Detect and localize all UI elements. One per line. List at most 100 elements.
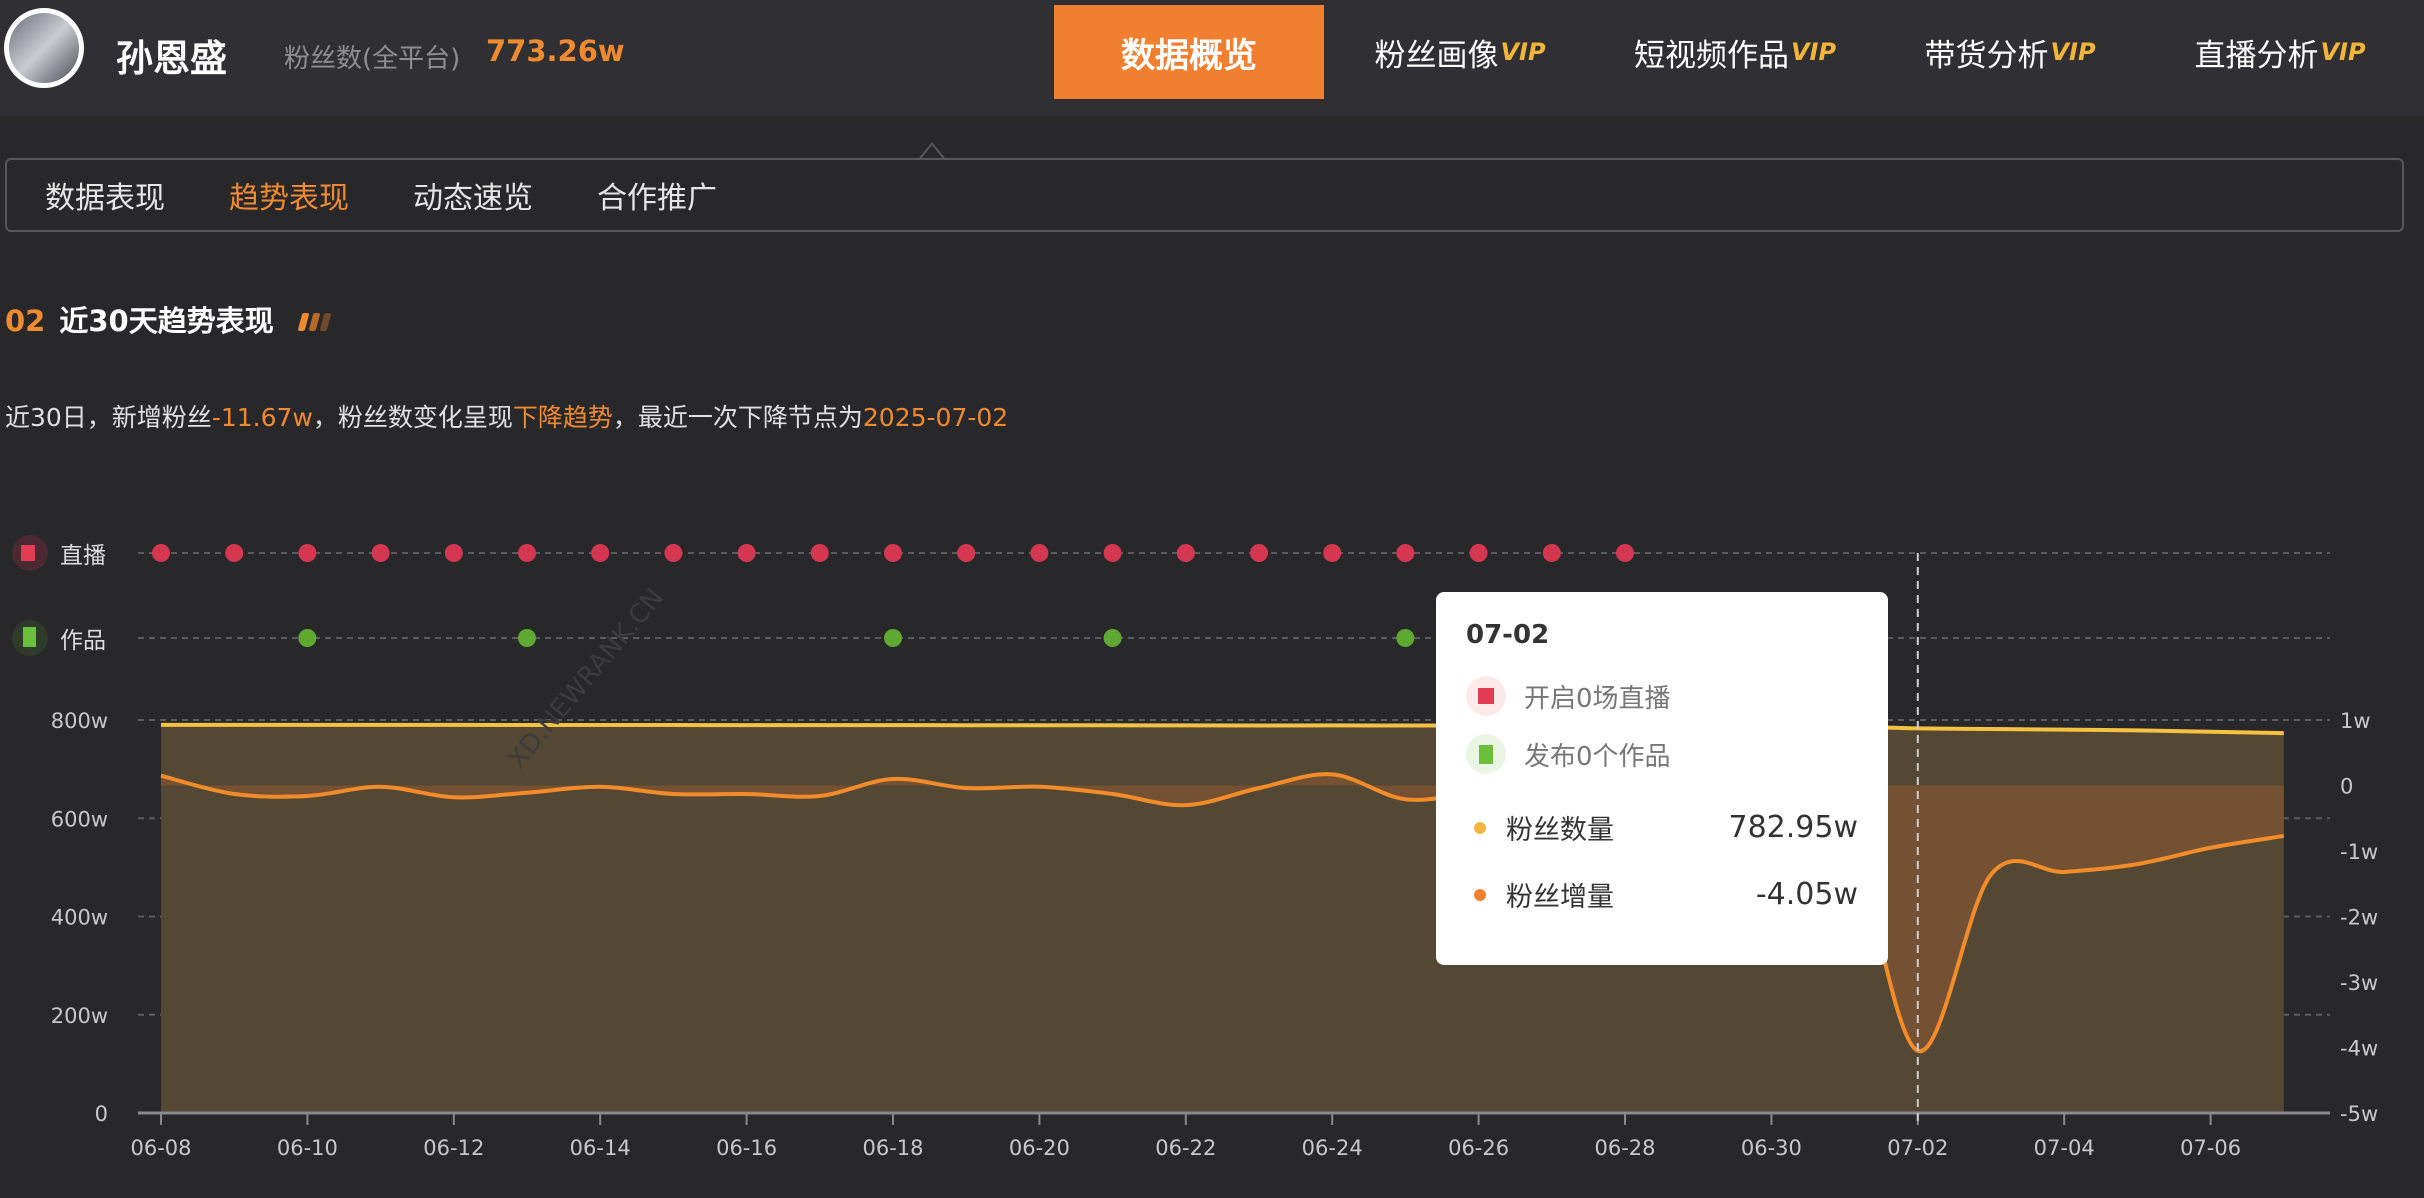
right-axis-tick: -3w [2340, 971, 2378, 995]
right-axis-tick: -4w [2340, 1037, 2378, 1061]
x-axis-tick-label: 06-12 [423, 1136, 484, 1160]
x-axis-tick-label: 06-16 [716, 1136, 777, 1160]
summary-text: 近30日，新增粉丝 [5, 403, 212, 432]
live-dot [664, 544, 683, 562]
vip-badge: VIP [2050, 38, 2096, 66]
works-row-label: 作品 [60, 628, 106, 654]
active-tab-caret [918, 142, 946, 160]
trend-summary: 近30日，新增粉丝-11.67w，粉丝数变化呈现下降趋势，最近一次下降节点为20… [5, 398, 1008, 434]
works-dot [298, 629, 317, 647]
subtab-data-performance[interactable]: 数据表现 [45, 181, 165, 216]
tooltip-live: 开启0场直播 [1524, 683, 1671, 714]
live-dot [1176, 544, 1195, 562]
nav-short-video[interactable]: 短视频作品 VIP [1600, 5, 1870, 99]
works-dot [884, 629, 902, 647]
right-axis-tick: -5w [2340, 1102, 2378, 1126]
avatar[interactable] [4, 8, 84, 88]
gain-area [161, 774, 2284, 1052]
right-axis-tick: 0 [2340, 775, 2353, 799]
x-axis-tick-label: 06-10 [277, 1136, 338, 1160]
live-dot [737, 544, 756, 562]
live-dot [1542, 544, 1561, 562]
summary-trend: 下降趋势 [512, 403, 613, 432]
summary-text: ，最近一次下降节点为 [612, 403, 863, 432]
live-dot [810, 544, 829, 562]
subtabs: 数据表现 趋势表现 动态速览 合作推广 [5, 158, 2404, 232]
subtab-trend[interactable]: 趋势表现 [229, 181, 349, 216]
header: 孙恩盛 粉丝数(全平台) 773.26w 数据概览 粉丝画像 VIP 短视频作品 V… [0, 0, 2424, 116]
works-dot [518, 629, 536, 647]
left-axis-tick: 400w [51, 906, 108, 930]
chart-tooltip: 07-02 开启0场直播 发布0个作品 粉丝数量 782.95w 粉丝增量 -4.0… [1436, 592, 1888, 965]
x-axis-tick-label: 06-18 [862, 1136, 923, 1160]
live-dot [152, 544, 170, 562]
live-dot [1323, 544, 1342, 562]
live-dot [1103, 544, 1122, 562]
summary-gain: -11.67w [211, 403, 313, 432]
nav-fan-profile[interactable]: 粉丝画像 VIP [1340, 5, 1580, 99]
tooltip-works: 发布0个作品 [1524, 741, 1671, 772]
x-axis-tick-label: 06-26 [1448, 1136, 1509, 1160]
vip-badge: VIP [1790, 38, 1837, 66]
subtab-activity[interactable]: 动态速览 [413, 181, 533, 216]
works-dot [1103, 629, 1122, 647]
live-dot [371, 544, 390, 562]
nav-live-analysis[interactable]: 直播分析 VIP [2160, 5, 2400, 99]
vip-badge: VIP [1500, 38, 1546, 66]
right-axis-tick: 1w [2340, 709, 2371, 733]
subtab-cooperation[interactable]: 合作推广 [597, 181, 717, 216]
x-axis-tick-label: 06-24 [1302, 1136, 1363, 1160]
x-axis-tick-label: 06-28 [1594, 1136, 1655, 1160]
summary-date: 2025-07-02 [862, 403, 1009, 432]
nav-label: 带货分析 [1924, 37, 2049, 74]
tooltip-series-value: -4.05w [1755, 877, 1858, 912]
live-dot [957, 544, 976, 562]
nav-data-overview[interactable]: 数据概览 [1054, 5, 1324, 99]
tooltip-series-label: 粉丝增量 [1506, 882, 1614, 913]
nav-label: 直播分析 [2194, 37, 2319, 74]
x-axis-tick-label: 06-22 [1155, 1136, 1216, 1160]
live-row-label: 直播 [60, 543, 106, 569]
fans-value: 773.26w [486, 34, 625, 68]
section-title: 02 近30天趋势表现 [5, 298, 332, 340]
live-dot [1250, 544, 1268, 562]
left-axis-tick: 600w [51, 807, 108, 831]
live-dot [518, 544, 536, 562]
works-icon [1466, 734, 1506, 774]
live-dot [298, 544, 317, 562]
fans-dot-icon [1474, 821, 1486, 834]
live-dot [1469, 544, 1488, 562]
section-title-text: 近30天趋势表现 [59, 304, 274, 338]
account-name: 孙恩盛 [116, 37, 227, 80]
nav-label: 粉丝画像 [1374, 37, 1499, 74]
works-icon [23, 627, 36, 647]
nav-label: 短视频作品 [1633, 37, 1789, 74]
x-axis-tick-label: 07-04 [2034, 1136, 2095, 1160]
live-dot [1616, 544, 1634, 562]
x-axis-tick-label: 06-30 [1741, 1136, 1802, 1160]
section-number: 02 [5, 304, 46, 338]
gain-line [160, 772, 2285, 1053]
x-axis-tick-label: 07-06 [2180, 1136, 2241, 1160]
left-axis-tick: 200w [51, 1004, 108, 1028]
live-icon [1466, 676, 1506, 716]
nav-label: 数据概览 [1121, 35, 1257, 76]
live-dot [225, 544, 244, 562]
right-axis-tick: -1w [2340, 840, 2378, 864]
live-dot [591, 544, 610, 562]
fans-line [161, 722, 2284, 736]
gain-dot-icon [1474, 888, 1486, 901]
live-icon [21, 545, 35, 561]
nav-sales-analysis[interactable]: 带货分析 VIP [1890, 5, 2130, 99]
live-dot [444, 544, 463, 562]
works-dot [1396, 629, 1415, 647]
summary-text: ，粉丝数变化呈现 [312, 403, 513, 432]
left-axis-tick: 800w [51, 709, 108, 733]
x-axis-tick-label: 06-20 [1009, 1136, 1070, 1160]
tooltip-series-label: 粉丝数量 [1506, 815, 1614, 846]
right-axis-tick: -2w [2340, 906, 2378, 930]
x-axis-tick-label: 06-08 [130, 1136, 191, 1160]
fans-label: 粉丝数(全平台) [284, 44, 461, 74]
tooltip-date: 07-02 [1466, 620, 1550, 650]
